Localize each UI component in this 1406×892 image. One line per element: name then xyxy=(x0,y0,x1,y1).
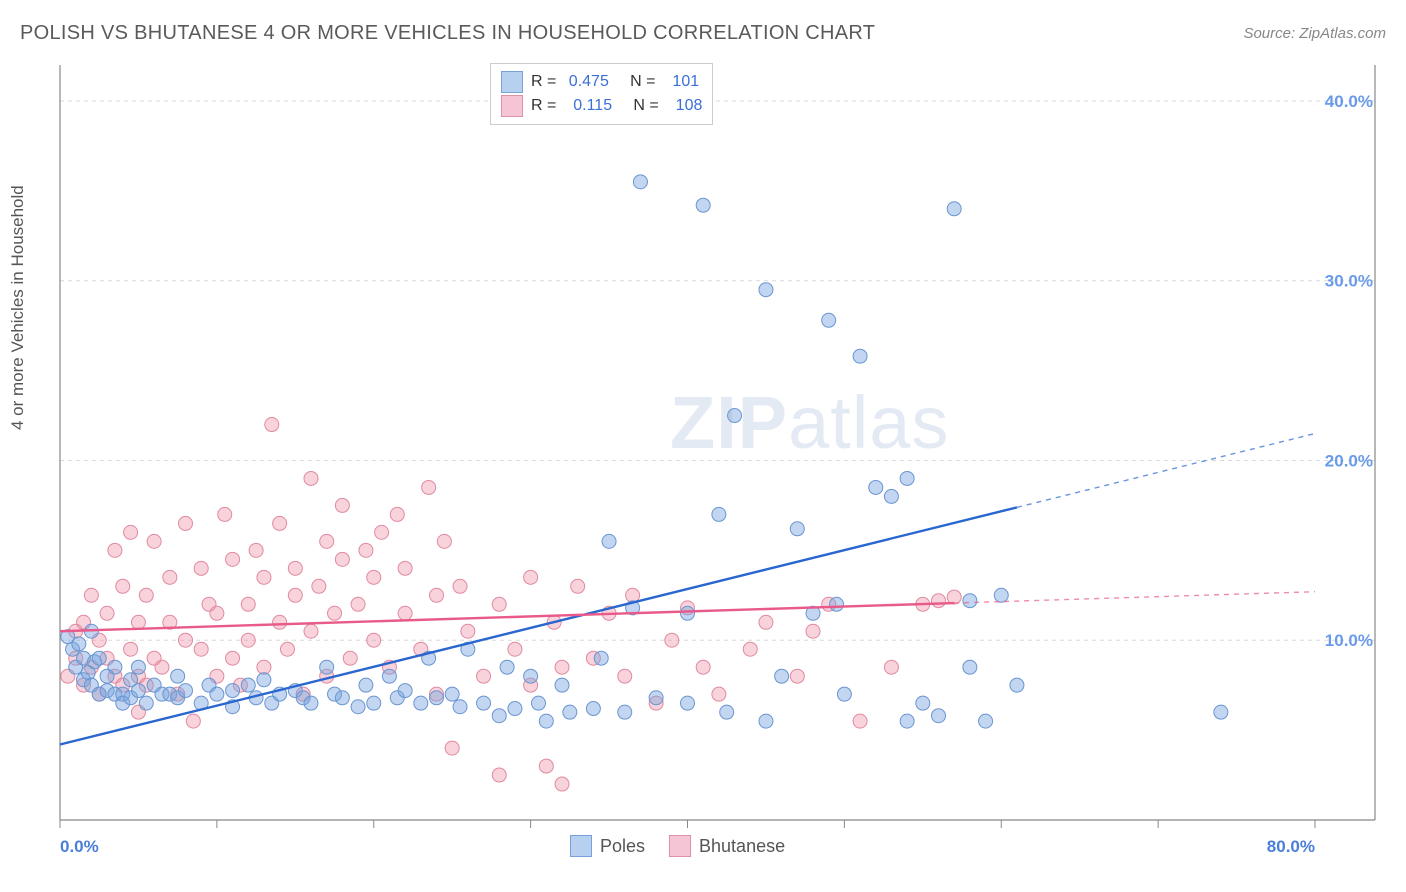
poles-swatch-icon xyxy=(570,835,592,857)
legend-series-item: Poles xyxy=(570,835,645,857)
bhutanese-swatch-icon xyxy=(669,835,691,857)
r-label: R = xyxy=(531,97,561,115)
legend-correlation: R = 0.475 N = 101R = 0.115 N = 108 xyxy=(490,63,713,125)
legend-correlation-row: R = 0.475 N = 101 xyxy=(501,70,702,94)
legend-series-label: Bhutanese xyxy=(699,836,785,857)
chart-header: POLISH VS BHUTANESE 4 OR MORE VEHICLES I… xyxy=(20,22,1386,45)
svg-text:0.0%: 0.0% xyxy=(60,837,99,856)
n-label: N = xyxy=(617,73,660,91)
svg-text:30.0%: 30.0% xyxy=(1325,272,1373,291)
legend-correlation-row: R = 0.115 N = 108 xyxy=(501,94,702,118)
r-label: R = xyxy=(531,73,561,91)
scatter-chart-svg: 0.0% 80.0% 10.0% 20.0% 30.0% 40.0% xyxy=(55,60,1385,860)
svg-text:10.0%: 10.0% xyxy=(1325,631,1373,650)
plot-area: 0.0%80.0%10.0%20.0%30.0%40.0% xyxy=(55,60,1385,830)
n-value: 108 xyxy=(671,97,702,115)
chart-title: POLISH VS BHUTANESE 4 OR MORE VEHICLES I… xyxy=(20,22,875,45)
r-value: 0.115 xyxy=(569,97,612,115)
poles-swatch-icon xyxy=(501,71,523,93)
n-value: 101 xyxy=(668,73,699,91)
legend-series-item: Bhutanese xyxy=(669,835,785,857)
svg-text:80.0%: 80.0% xyxy=(1267,837,1315,856)
svg-text:20.0%: 20.0% xyxy=(1325,451,1373,470)
r-value: 0.475 xyxy=(569,73,609,91)
chart-source: Source: ZipAtlas.com xyxy=(1243,25,1386,42)
legend-series-label: Poles xyxy=(600,836,645,857)
n-label: N = xyxy=(620,97,663,115)
legend-series: Poles Bhutanese xyxy=(570,835,785,857)
bhutanese-swatch-icon xyxy=(501,95,523,117)
svg-text:40.0%: 40.0% xyxy=(1325,92,1373,111)
y-axis-label: 4 or more Vehicles in Household xyxy=(8,185,28,430)
